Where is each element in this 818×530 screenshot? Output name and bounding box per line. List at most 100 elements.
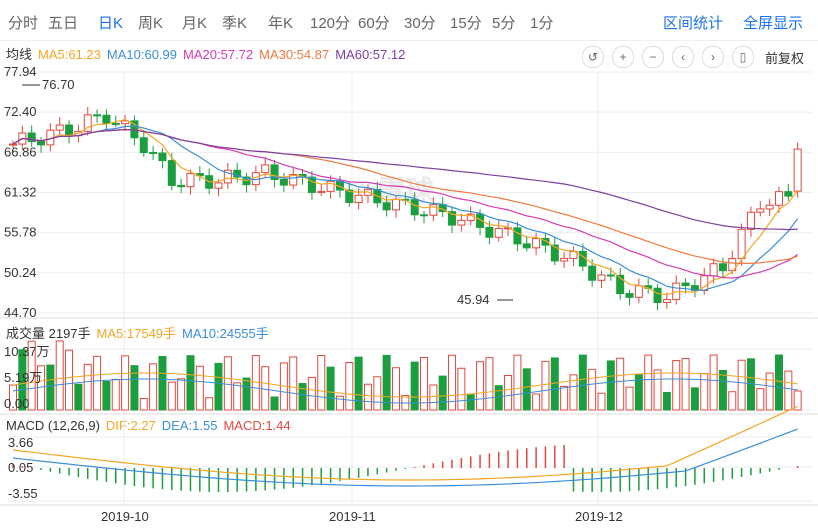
tab-0[interactable]: 分时 xyxy=(8,15,39,32)
candle-body xyxy=(784,191,793,197)
volume-tick-label: 0.00 xyxy=(4,396,29,411)
volume-bar xyxy=(74,383,83,411)
pan-right-icon[interactable]: › xyxy=(702,46,724,68)
vol-item-1: MA10:24555手 xyxy=(182,326,269,341)
candle-body xyxy=(485,226,494,238)
candle-body xyxy=(121,120,130,125)
volume-bar xyxy=(616,357,625,411)
tab-9[interactable]: 30分 xyxy=(404,15,436,32)
tab-6[interactable]: 年K xyxy=(268,15,294,32)
volume-tick-label: 5.19万 xyxy=(4,370,42,385)
volume-bar xyxy=(718,369,727,411)
candle-body xyxy=(326,180,335,192)
volume-bar xyxy=(121,355,130,411)
volume-bar xyxy=(326,366,335,411)
volume-bar xyxy=(65,349,74,411)
candle-body xyxy=(504,227,513,230)
candle-body xyxy=(167,160,176,186)
tab-10[interactable]: 15分 xyxy=(450,15,482,32)
high-annotation: 76.70 xyxy=(42,77,75,92)
tab-1[interactable]: 五日 xyxy=(48,15,79,32)
candle-body xyxy=(718,263,727,272)
volume-bar xyxy=(46,364,55,411)
volume-tick-label: 10.37万 xyxy=(4,344,50,359)
volume-bar xyxy=(83,363,92,411)
candle-body xyxy=(737,228,746,260)
volume-bar xyxy=(195,365,204,411)
tab-2[interactable]: 日K xyxy=(98,15,124,32)
volume-bar xyxy=(653,369,662,411)
volume-bar xyxy=(774,354,783,411)
volume-bar xyxy=(793,390,802,411)
reset-icon[interactable]: ↺ xyxy=(582,46,604,68)
candle-body xyxy=(261,164,270,174)
volume-bar xyxy=(111,378,120,411)
candle-body xyxy=(233,169,242,178)
volume-bar xyxy=(317,354,326,411)
candle-body xyxy=(634,285,643,298)
candle-body xyxy=(270,164,279,180)
low-annotation: 45.94 xyxy=(457,292,490,307)
volume-bar xyxy=(625,386,634,411)
volume-bar xyxy=(102,380,111,411)
volume-bar xyxy=(382,354,391,411)
candle-body xyxy=(765,204,774,210)
candle-body xyxy=(55,124,64,131)
candle-body xyxy=(457,219,466,226)
volume-bar xyxy=(662,391,671,411)
ma10-line xyxy=(12,125,799,291)
macd-tick-label: -3.55 xyxy=(8,486,38,501)
volume-bar xyxy=(410,361,419,411)
zoom-in-icon[interactable]: + xyxy=(612,46,634,68)
volume-bar xyxy=(737,359,746,411)
volume-bar xyxy=(55,340,64,411)
volume-bar xyxy=(466,394,475,411)
volume-bar xyxy=(214,362,223,411)
volume-bar xyxy=(27,340,36,411)
candle-body xyxy=(560,257,569,262)
zoom-out-icon[interactable]: − xyxy=(642,46,664,68)
candle-body xyxy=(410,199,419,216)
tab-4[interactable]: 月K xyxy=(182,15,208,32)
candle-body xyxy=(681,282,690,287)
volume-bar xyxy=(756,388,765,411)
volume-bar xyxy=(420,356,429,411)
volume-bar xyxy=(550,357,559,411)
candle-body xyxy=(756,208,765,213)
tab-5[interactable]: 季K xyxy=(222,15,248,32)
volume-bar xyxy=(476,361,485,411)
candle-body xyxy=(616,274,625,295)
candle-icon[interactable]: ▯ xyxy=(732,46,754,68)
candle-body xyxy=(541,237,550,246)
candle-body xyxy=(289,173,298,186)
ma-item-3: MA30:54.87 xyxy=(259,47,330,62)
candle-body xyxy=(307,176,316,193)
range-stats-link[interactable]: 区间统计 xyxy=(663,15,724,32)
ma-item-1: MA10:60.99 xyxy=(106,47,177,62)
volume-bar xyxy=(690,387,699,411)
tab-11[interactable]: 5分 xyxy=(492,15,516,32)
tab-7[interactable]: 120分 xyxy=(310,15,351,32)
tab-3[interactable]: 周K xyxy=(138,15,164,32)
volume-bar xyxy=(363,383,372,411)
vol-title: 成交量 2197手 xyxy=(6,326,91,341)
volume-bar xyxy=(186,355,195,411)
vol-item-0: MA5:17549手 xyxy=(96,326,177,341)
volume-bar xyxy=(457,367,466,411)
fullscreen-link[interactable]: 全屏显示 xyxy=(743,15,804,32)
adjust-mode-button[interactable]: 前复权 xyxy=(765,51,805,66)
price-tick-label: 55.78 xyxy=(4,225,37,240)
volume-bar xyxy=(307,376,316,411)
tab-12[interactable]: 1分 xyxy=(530,15,554,32)
pan-left-icon[interactable]: ‹ xyxy=(672,46,694,68)
tab-8[interactable]: 60分 xyxy=(358,15,390,32)
candle-body xyxy=(653,287,662,303)
volume-bar xyxy=(18,349,27,411)
volume-ma5-line xyxy=(12,372,798,398)
ma-item-0: MA5:61.23 xyxy=(38,47,101,62)
volume-bar xyxy=(149,363,158,411)
candle-body xyxy=(522,243,531,249)
volume-legend: 成交量 2197手 MA5:17549手 MA10:24555手 xyxy=(6,323,275,342)
volume-bar xyxy=(139,397,148,411)
